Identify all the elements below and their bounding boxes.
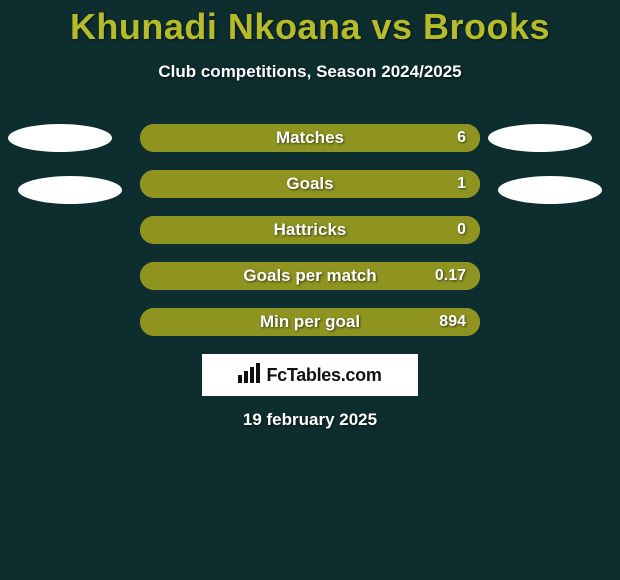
footer-date: 19 february 2025 [0, 410, 620, 430]
stat-value: 1 [457, 175, 466, 193]
stat-row: Goals1 [140, 170, 480, 198]
bars-icon [238, 363, 260, 388]
stat-label: Goals [140, 174, 480, 194]
stat-label: Min per goal [140, 312, 480, 332]
stat-value: 0 [457, 221, 466, 239]
brand-text: FcTables.com [266, 365, 381, 386]
stat-label: Goals per match [140, 266, 480, 286]
subtitle: Club competitions, Season 2024/2025 [0, 62, 620, 82]
player-disc [8, 124, 112, 152]
stats-container: Matches6Goals1Hattricks0Goals per match0… [140, 124, 480, 354]
stat-value: 6 [457, 129, 466, 147]
stat-label: Matches [140, 128, 480, 148]
player-disc [498, 176, 602, 204]
stat-label: Hattricks [140, 220, 480, 240]
comparison-card: Khunadi Nkoana vs Brooks Club competitio… [0, 0, 620, 580]
brand-badge[interactable]: FcTables.com [202, 354, 418, 396]
stat-value: 894 [439, 313, 466, 331]
player-disc [18, 176, 122, 204]
stat-row: Goals per match0.17 [140, 262, 480, 290]
player-disc [488, 124, 592, 152]
stat-row: Matches6 [140, 124, 480, 152]
page-title: Khunadi Nkoana vs Brooks [0, 0, 620, 48]
stat-row: Hattricks0 [140, 216, 480, 244]
stat-row: Min per goal894 [140, 308, 480, 336]
stat-value: 0.17 [435, 267, 466, 285]
